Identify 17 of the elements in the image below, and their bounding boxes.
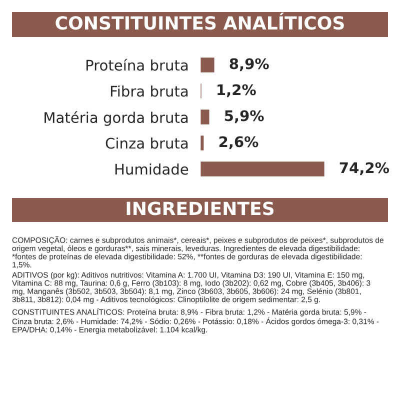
- y-tick-label: Cinza bruta: [106, 137, 188, 149]
- bar: [200, 56, 216, 74]
- chart-title: CONSTITUINTES ANALÍTICOS: [56, 12, 344, 30]
- bar: [200, 160, 325, 178]
- text: INGREDIENTES: [126, 202, 274, 216]
- y-tick-label: Matéria gorda bruta: [44, 111, 188, 126]
- bar: [200, 134, 206, 152]
- y-tick-label: Fibra bruta: [110, 85, 188, 97]
- y-tick-label: Humidade: [115, 163, 188, 175]
- data-label: 2,6%: [219, 136, 258, 150]
- data-label: 74,2%: [340, 162, 390, 176]
- y-tick-label: Proteína bruta: [86, 58, 188, 71]
- bar: [200, 108, 211, 126]
- data-label: 8,9%: [230, 58, 269, 72]
- data-label: 5,9%: [224, 110, 264, 124]
- data-label: 1,2%: [218, 84, 256, 98]
- bar: [200, 82, 203, 100]
